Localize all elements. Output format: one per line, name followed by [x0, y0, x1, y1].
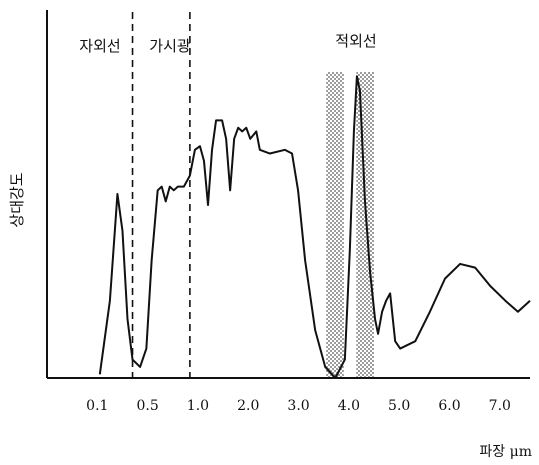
x-tick-label: 6.0 [438, 398, 460, 414]
spectrum-line [98, 75, 531, 379]
shaded-band [356, 72, 375, 378]
annotation: 적외선 [335, 32, 376, 50]
x-tick-label: 0.5 [136, 398, 158, 414]
x-tick-label: 7.0 [489, 398, 511, 414]
x-tick-label: 1.0 [187, 398, 209, 414]
x-tick-label: 0.1 [86, 398, 108, 414]
x-axis-label: 파장 μm [479, 444, 532, 460]
annotation: 가시광 [149, 37, 191, 55]
x-tick-label: 4.0 [338, 398, 360, 414]
x-tick-label: 5.0 [388, 398, 410, 414]
annotation: 자외선 [79, 37, 120, 55]
shaded-band [326, 72, 344, 378]
y-axis-label: 상대강도 [8, 172, 26, 227]
x-tick-label: 3.0 [287, 398, 309, 414]
x-tick-label: 2.0 [237, 398, 259, 414]
